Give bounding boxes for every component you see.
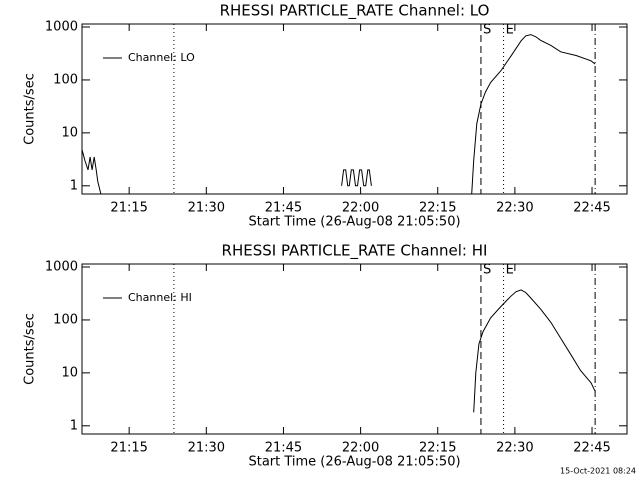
- chart-title: RHESSI PARTICLE_RATE Channel: HI: [222, 242, 488, 261]
- data-line: [473, 289, 596, 413]
- x-tick-label: 21:30: [188, 201, 225, 216]
- y-tick-label: 1: [70, 418, 78, 433]
- plot-frame: [81, 263, 628, 435]
- x-tick-label: 21:15: [110, 441, 147, 456]
- x-tick-label: 22:00: [342, 201, 379, 216]
- chart-title: RHESSI PARTICLE_RATE Channel: LO: [220, 2, 490, 21]
- y-tick-label: 1: [70, 178, 78, 193]
- marker-label: S: [483, 263, 491, 278]
- y-tick-label: 100: [53, 72, 78, 87]
- x-tick-label: 21:15: [110, 201, 147, 216]
- x-tick-label: 22:15: [419, 441, 456, 456]
- y-axis-label: Counts/sec: [23, 313, 38, 385]
- y-tick-label: 10: [61, 125, 78, 140]
- x-tick-label: 22:45: [573, 201, 610, 216]
- y-tick-label: 1000: [45, 260, 78, 275]
- plot-frame: [81, 23, 628, 195]
- x-tick-label: 22:30: [496, 201, 533, 216]
- x-tick-label: 22:00: [342, 441, 379, 456]
- x-tick-label: 21:30: [188, 441, 225, 456]
- x-tick-label: 21:45: [265, 441, 302, 456]
- marker-label: S: [483, 23, 491, 38]
- y-tick-label: 100: [53, 312, 78, 327]
- data-line: [82, 34, 596, 194]
- x-tick-label: 22:30: [496, 441, 533, 456]
- x-tick-label: 22:15: [419, 201, 456, 216]
- x-axis-label: Start Time (26-Aug-08 21:05:50): [248, 215, 460, 230]
- timestamp: 15-Oct-2021 08:24: [560, 467, 636, 476]
- y-tick-label: 10: [61, 365, 78, 380]
- legend-label: Channel: LO: [128, 51, 195, 64]
- y-tick-label: 1000: [45, 20, 78, 35]
- x-tick-label: 21:45: [265, 201, 302, 216]
- marker-label: E: [506, 23, 514, 38]
- y-axis-label: Counts/sec: [23, 73, 38, 145]
- legend-label: Channel: HI: [128, 291, 192, 304]
- x-axis-label: Start Time (26-Aug-08 21:05:50): [248, 455, 460, 470]
- marker-label: E: [506, 263, 514, 278]
- x-tick-label: 22:45: [573, 441, 610, 456]
